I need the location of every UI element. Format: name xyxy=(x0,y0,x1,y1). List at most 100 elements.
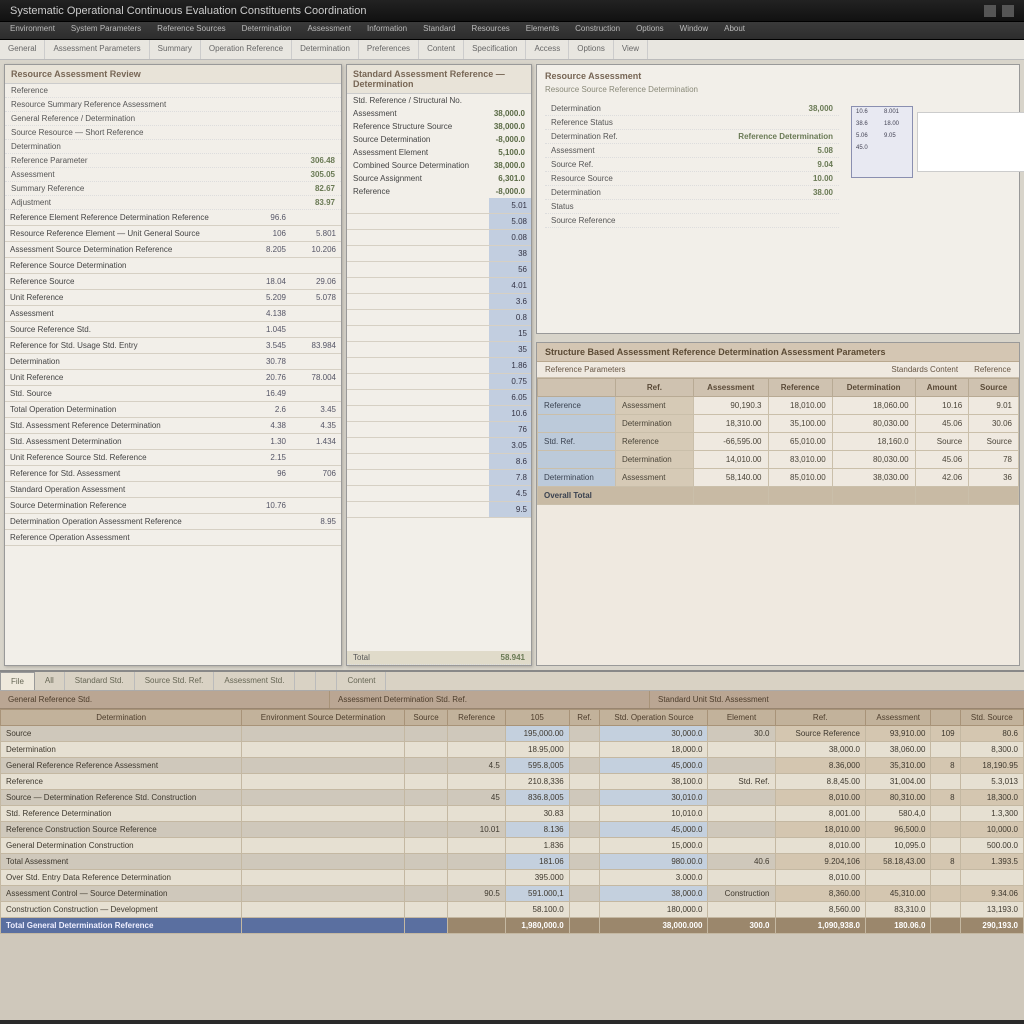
menu-item[interactable]: Assessment xyxy=(307,24,351,37)
menu-item[interactable]: Reference Sources xyxy=(157,24,225,37)
ribbon-tab[interactable]: Operation Reference xyxy=(201,40,292,59)
kv-row: Assessment5.08 xyxy=(545,144,839,158)
list-row[interactable]: Source Reference Std.1.045 xyxy=(5,322,341,338)
list-row[interactable]: Reference for Std. Usage Std. Entry3.545… xyxy=(5,338,341,354)
menu-item[interactable]: Construction xyxy=(575,24,620,37)
kv-row: Status xyxy=(545,200,839,214)
list-row[interactable]: Std. Assessment Determination1.301.434 xyxy=(5,434,341,450)
list-row[interactable]: Unit Reference Source Std. Reference2.15 xyxy=(5,450,341,466)
list-row[interactable]: Determination30.78 xyxy=(5,354,341,370)
menu-item[interactable]: Window xyxy=(680,24,708,37)
list-row[interactable]: 8.6 xyxy=(347,454,531,470)
ribbon-tab[interactable]: General xyxy=(0,40,45,59)
list-row[interactable]: 7.8 xyxy=(347,470,531,486)
panel-right-top: Resource Assessment Resource Source Refe… xyxy=(536,64,1020,334)
list-row[interactable]: 0.75 xyxy=(347,374,531,390)
list-row[interactable]: Std. Source16.49 xyxy=(5,386,341,402)
list-row[interactable]: 3.05 xyxy=(347,438,531,454)
menu-item[interactable]: Environment xyxy=(10,24,55,37)
menu-item[interactable]: Resources xyxy=(472,24,510,37)
menu-item[interactable]: Determination xyxy=(242,24,292,37)
sheet-tab[interactable]: Standard Std. xyxy=(65,672,135,690)
list-row[interactable]: 56 xyxy=(347,262,531,278)
list-row[interactable]: 6.05 xyxy=(347,390,531,406)
ribbon-tab[interactable]: Preferences xyxy=(359,40,419,59)
sheet-tab[interactable] xyxy=(295,672,316,690)
list-row[interactable]: Resource Reference Element — Unit Genera… xyxy=(5,226,341,242)
ribbon-tab[interactable]: Content xyxy=(419,40,464,59)
panel-mid: Standard Assessment Reference — Determin… xyxy=(346,64,532,666)
list-row[interactable]: Source Determination Reference10.76 xyxy=(5,498,341,514)
grid-icon[interactable] xyxy=(1002,5,1014,17)
thumbnail-table-icon[interactable]: 10.6 8.001 38.6 18.00 5.06 9.05 45.0 xyxy=(851,106,913,178)
ribbon-tab[interactable]: View xyxy=(614,40,648,59)
menu-item[interactable]: Standard xyxy=(423,24,455,37)
list-row[interactable]: Std. Assessment Reference Determination4… xyxy=(5,418,341,434)
list-row[interactable]: Assessment4.138 xyxy=(5,306,341,322)
list-row[interactable]: 38 xyxy=(347,246,531,262)
list-row[interactable]: Reference Operation Assessment xyxy=(5,530,341,546)
bottom-spreadsheet: FileAllStandard Std.Source Std. Ref.Asse… xyxy=(0,670,1024,1020)
settings-icon[interactable] xyxy=(984,5,996,17)
list-row[interactable]: 4.5 xyxy=(347,486,531,502)
ribbon-tabs[interactable]: GeneralAssessment ParametersSummaryOpera… xyxy=(0,40,1024,60)
mid-footer-value: 58.941 xyxy=(501,653,525,662)
menu-item[interactable]: Options xyxy=(636,24,664,37)
right-top-kv: Determination38,000Reference StatusDeter… xyxy=(545,102,839,228)
list-row[interactable]: Unit Reference20.7678.004 xyxy=(5,370,341,386)
sheet-block-a: General Reference Std. xyxy=(0,691,330,708)
kv-row: Source Determination-8,000.0 xyxy=(347,133,531,146)
menu-item[interactable]: Elements xyxy=(526,24,559,37)
list-row[interactable]: 76 xyxy=(347,422,531,438)
sheet-tab[interactable]: Assessment Std. xyxy=(214,672,295,690)
list-row[interactable]: Reference Source Determination xyxy=(5,258,341,274)
list-row[interactable]: 5.01 xyxy=(347,198,531,214)
menubar[interactable]: Environment System Parameters Reference So… xyxy=(0,22,1024,40)
list-row[interactable]: 1.86 xyxy=(347,358,531,374)
list-row[interactable]: Reference for Std. Assessment96706 xyxy=(5,466,341,482)
menu-item[interactable]: Information xyxy=(367,24,407,37)
ribbon-tab[interactable]: Assessment Parameters xyxy=(45,40,149,59)
sheet-tabs[interactable]: FileAllStandard Std.Source Std. Ref.Asse… xyxy=(0,672,1024,691)
sheet-tab[interactable]: Content xyxy=(337,672,386,690)
detail-table: Ref.AssessmentReferenceDeterminationAmou… xyxy=(537,378,1019,505)
right-top-title: Resource Assessment xyxy=(545,71,1011,81)
list-row[interactable]: Unit Reference5.2095.078 xyxy=(5,290,341,306)
list-row[interactable]: Total Operation Determination2.63.45 xyxy=(5,402,341,418)
list-row[interactable]: 10.6 xyxy=(347,406,531,422)
list-row[interactable]: Reference Source18.0429.06 xyxy=(5,274,341,290)
ribbon-tab[interactable]: Access xyxy=(526,40,569,59)
sheet-table[interactable]: DeterminationEnvironment Source Determin… xyxy=(0,709,1024,934)
detail-title: Structure Based Assessment Reference Det… xyxy=(537,343,1019,362)
menu-item[interactable]: About xyxy=(724,24,745,37)
list-row[interactable]: Assessment Source Determination Referenc… xyxy=(5,242,341,258)
list-row[interactable]: 15 xyxy=(347,326,531,342)
ribbon-tab[interactable]: Summary xyxy=(150,40,201,59)
list-row[interactable]: 0.8 xyxy=(347,310,531,326)
ribbon-tab[interactable]: Options xyxy=(569,40,614,59)
list-row[interactable]: Reference Element Reference Determinatio… xyxy=(5,210,341,226)
list-row[interactable]: 4.01 xyxy=(347,278,531,294)
sheet-tab[interactable]: Source Std. Ref. xyxy=(135,672,215,690)
mid-footer-label: Total xyxy=(353,653,370,662)
list-row[interactable]: 35 xyxy=(347,342,531,358)
list-row[interactable]: 3.6 xyxy=(347,294,531,310)
sheet-block-c: Standard Unit Std. Assessment xyxy=(650,691,1024,708)
sheet-tab[interactable] xyxy=(316,672,337,690)
list-row[interactable]: 5.08 xyxy=(347,214,531,230)
right-top-sub: Resource Source Reference Determination xyxy=(545,85,1011,94)
sheet-tab[interactable]: All xyxy=(35,672,65,690)
menu-item[interactable]: System Parameters xyxy=(71,24,141,37)
kv-row: Determination Ref.Reference Determinatio… xyxy=(545,130,839,144)
kv-row: Determination xyxy=(5,140,341,154)
list-row[interactable]: 0.08 xyxy=(347,230,531,246)
list-row[interactable]: Standard Operation Assessment xyxy=(5,482,341,498)
preview-blank xyxy=(917,112,1024,172)
list-row[interactable]: Determination Operation Assessment Refer… xyxy=(5,514,341,530)
sheet-tab[interactable]: File xyxy=(0,672,35,690)
kv-row: Reference Structure Source38,000.0 xyxy=(347,120,531,133)
ribbon-tab[interactable]: Specification xyxy=(464,40,526,59)
ribbon-tab[interactable]: Determination xyxy=(292,40,359,59)
list-row[interactable]: 9.5 xyxy=(347,502,531,518)
kv-row: Reference xyxy=(5,84,341,98)
